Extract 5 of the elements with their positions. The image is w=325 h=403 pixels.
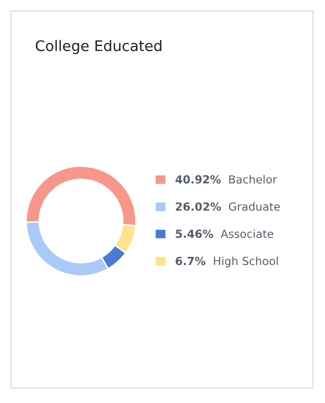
- legend-label: 26.02% Graduate: [176, 202, 280, 211]
- legend-label: 5.46% Associate: [176, 229, 274, 238]
- legend-label: 40.92% Bachelor: [176, 174, 278, 184]
- legend-label: 6.7% High School: [176, 256, 278, 268]
- chart-title: College Educated: [36, 40, 162, 54]
